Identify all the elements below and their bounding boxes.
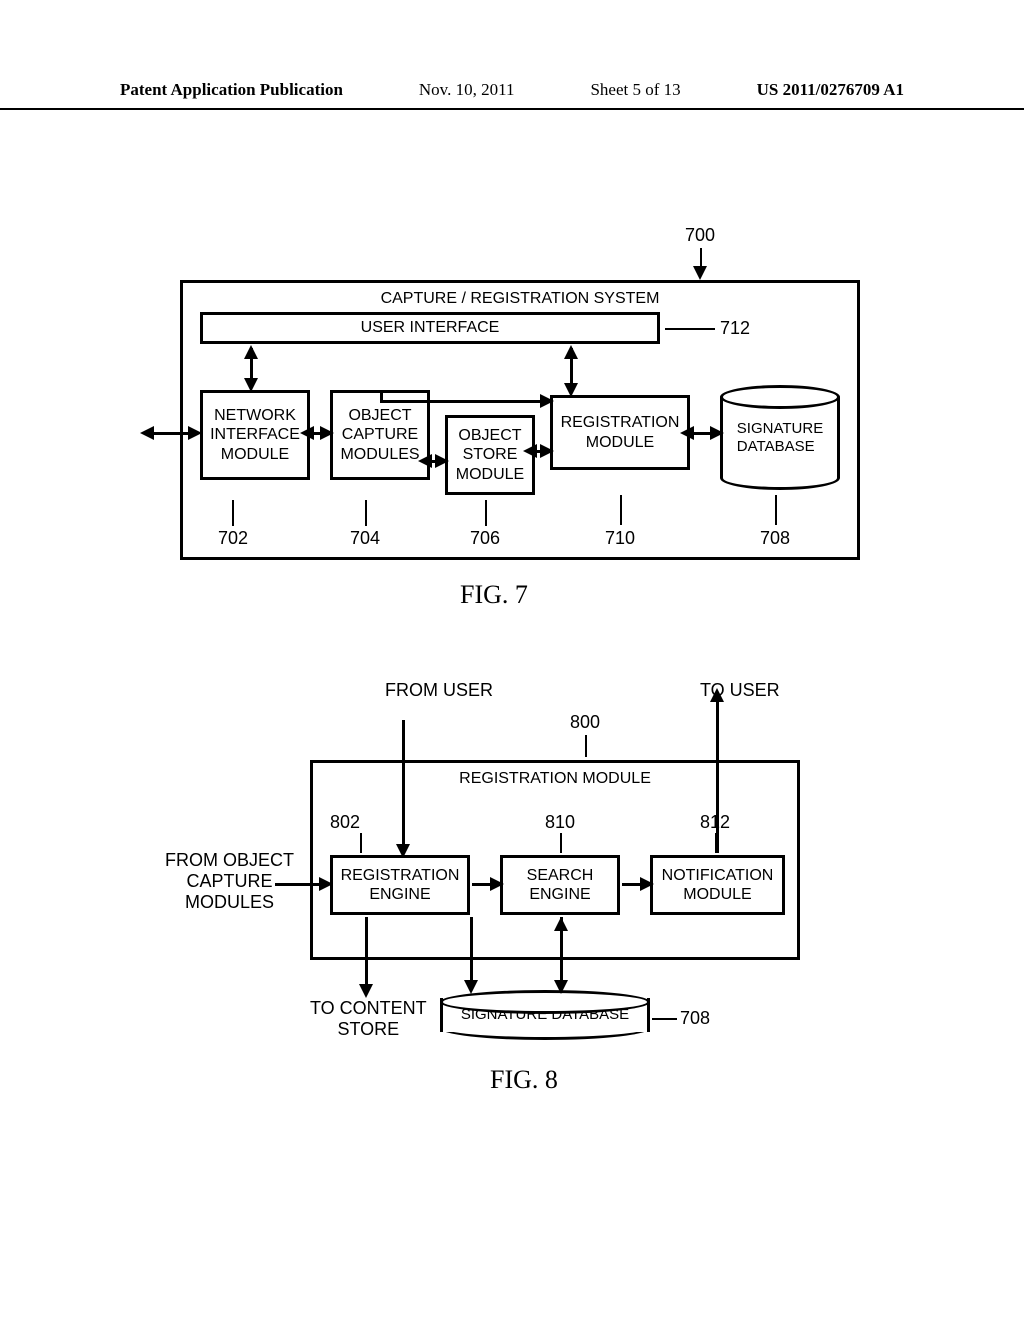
arrow-reg-db-l [680, 426, 694, 440]
lead-702 [232, 500, 234, 526]
header-date: Nov. 10, 2011 [419, 80, 515, 100]
search-engine: SEARCH ENGINE [500, 855, 620, 915]
arrow-ui-net-up [244, 345, 258, 359]
header-left: Patent Application Publication [120, 80, 343, 100]
lead-700 [700, 248, 702, 268]
ref-708-fig8: 708 [680, 1008, 710, 1029]
patent-header: Patent Application Publication Nov. 10, … [0, 80, 1024, 110]
lead-708-fig7 [775, 495, 777, 525]
header-sheet: Sheet 5 of 13 [590, 80, 680, 100]
ref-702: 702 [218, 528, 248, 549]
arrow-cap-store-l [418, 454, 432, 468]
arrow-ui-net-down [244, 378, 258, 392]
ref-700: 700 [685, 225, 715, 246]
arrow-cap-store-r [435, 454, 449, 468]
arrow-touser-head [710, 688, 724, 702]
ref-710: 710 [605, 528, 635, 549]
registration-module-fig7: REGISTRATION MODULE [550, 395, 690, 470]
ref-708-fig7: 708 [760, 528, 790, 549]
to-content-store: TO CONTENT STORE [310, 998, 427, 1040]
arrow-search-db-down [554, 980, 568, 994]
fig7-db: SIGNATURE DATABASE [737, 420, 823, 456]
arrow-fromuser-head [396, 844, 410, 858]
fig7-caption: FIG. 7 [460, 580, 528, 610]
notification-module: NOTIFICATION MODULE [650, 855, 785, 915]
arrow-notif-up [716, 758, 719, 853]
lead-802 [360, 833, 362, 853]
arrow-cap-reg-top [380, 400, 548, 403]
lead-710 [620, 495, 622, 525]
header-pubno: US 2011/0276709 A1 [757, 80, 904, 100]
lead-708-fig8 [652, 1018, 677, 1020]
fig8-title: REGISTRATION MODULE [459, 769, 651, 788]
network-interface-module: NETWORK INTERFACE MODULE [200, 390, 310, 480]
lead-704 [365, 500, 367, 526]
arrow-fromcap-head [319, 877, 333, 891]
arrow-touser [716, 700, 719, 758]
arrow-reg-db-r [710, 426, 724, 440]
user-interface-box: USER INTERFACE [200, 312, 660, 344]
ref-810: 810 [545, 812, 575, 833]
lead-800 [585, 735, 587, 757]
registration-engine: REGISTRATION ENGINE [330, 855, 470, 915]
arrow-reg-db-head [464, 980, 478, 994]
arrow-tostore-head [359, 984, 373, 998]
arrow-store-reg-l [523, 444, 537, 458]
signature-database-fig8: SIGNATURE DATABASE [440, 990, 650, 1040]
object-store-module: OBJECT STORE MODULE [445, 415, 535, 495]
ref-712: 712 [720, 318, 750, 339]
from-object-capture-modules: FROM OBJECT CAPTURE MODULES [165, 850, 294, 913]
fig7-store: OBJECT STORE MODULE [456, 426, 524, 484]
arrow-reg-db-v [470, 917, 473, 989]
arrow-ext-net-r [188, 426, 202, 440]
arrow-ext-net-l [140, 426, 154, 440]
stub1 [470, 917, 471, 920]
arrow-search-db-up [554, 917, 568, 931]
arrow-cap-reg-top-v [380, 390, 383, 400]
lead-810 [560, 833, 562, 853]
ref-704: 704 [350, 528, 380, 549]
arrow-net-cap-r [320, 426, 334, 440]
signature-database-fig7: SIGNATURE DATABASE [720, 385, 840, 490]
arrow-net-cap-l [300, 426, 314, 440]
lead-700-arrow [693, 266, 707, 280]
fig8-notif: NOTIFICATION MODULE [662, 866, 774, 904]
fig7-title: CAPTURE / REGISTRATION SYSTEM [381, 289, 660, 308]
lead-712 [665, 328, 715, 330]
arrow-ui-reg-down [564, 383, 578, 397]
arrow-tostore-v [365, 917, 368, 992]
arrow-fromuser [402, 720, 405, 852]
arrow-cap-reg-top-r [540, 394, 554, 408]
arrow-search-notif-head [640, 877, 654, 891]
lead-706 [485, 500, 487, 526]
arrow-ui-reg-up [564, 345, 578, 359]
fig7-ui: USER INTERFACE [361, 318, 500, 337]
object-capture-modules: OBJECT CAPTURE MODULES [330, 390, 430, 480]
from-user: FROM USER [385, 680, 493, 701]
fig7-cap: OBJECT CAPTURE MODULES [340, 406, 419, 464]
ref-802: 802 [330, 812, 360, 833]
fig8-caption: FIG. 8 [490, 1065, 558, 1095]
fig7-net: NETWORK INTERFACE MODULE [210, 406, 300, 464]
arrow-store-reg-r [540, 444, 554, 458]
fig8-reg-engine: REGISTRATION ENGINE [341, 866, 460, 904]
ref-800: 800 [570, 712, 600, 733]
ref-706: 706 [470, 528, 500, 549]
arrow-reg-search-head [490, 877, 504, 891]
fig7-reg: REGISTRATION MODULE [561, 413, 680, 451]
fig8-search-engine: SEARCH ENGINE [527, 866, 594, 904]
